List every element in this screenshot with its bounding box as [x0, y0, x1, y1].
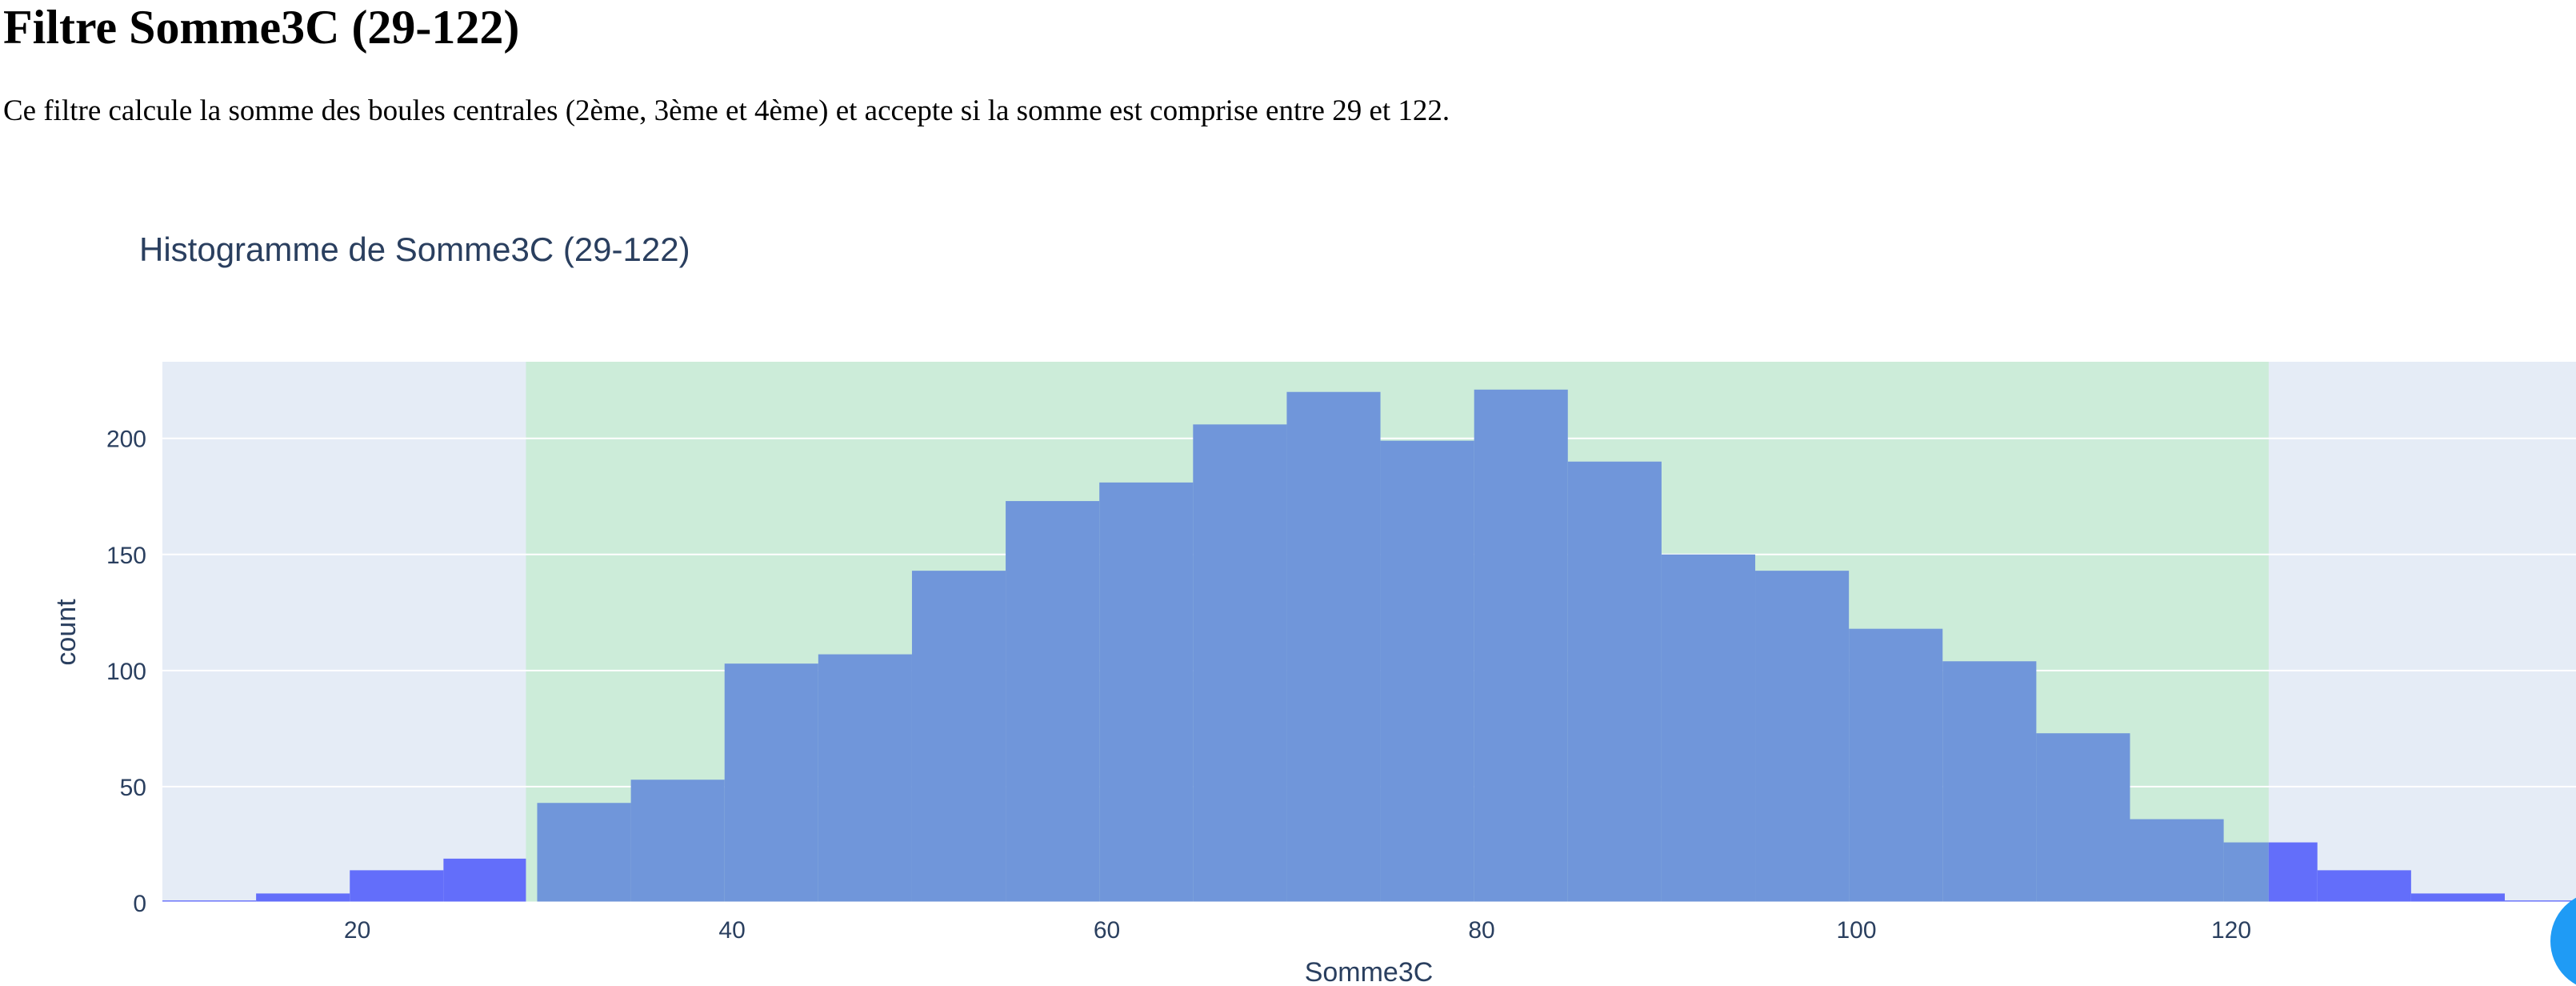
- y-tick-label: 150: [106, 543, 146, 569]
- histogram-bar-accepted[interactable]: [537, 803, 631, 903]
- histogram-bar-accepted[interactable]: [1474, 389, 1568, 904]
- x-tick-label: 20: [344, 917, 370, 944]
- x-tick-label: 120: [2211, 917, 2251, 944]
- histogram-bar-rejected[interactable]: [443, 858, 526, 903]
- histogram-bar-accepted[interactable]: [1849, 628, 1943, 903]
- modebar-button[interactable]: [2550, 892, 2576, 986]
- histogram-bar-accepted[interactable]: [1942, 661, 2037, 903]
- histogram-bar-accepted[interactable]: [911, 571, 1006, 903]
- histogram-bar-accepted[interactable]: [2130, 819, 2224, 903]
- x-tick-label: 60: [1094, 917, 1120, 944]
- chart-title: Histogramme de Somme3C (29-122): [139, 230, 690, 268]
- histogram-bar-accepted[interactable]: [1193, 424, 1287, 903]
- histogram-bar-rejected[interactable]: [350, 870, 444, 903]
- x-tick-label: 100: [1836, 917, 1876, 944]
- page-title: Filtre Somme3C (29-122): [3, 1, 520, 54]
- histogram-bar-accepted[interactable]: [1661, 554, 1756, 903]
- histogram-bar-accepted[interactable]: [630, 780, 725, 903]
- histogram-bar-accepted[interactable]: [1380, 440, 1474, 903]
- histogram-bar-accepted[interactable]: [2223, 842, 2269, 903]
- histogram-bar-rejected[interactable]: [2268, 842, 2318, 903]
- histogram-bar-accepted[interactable]: [2036, 733, 2130, 903]
- x-tick-label: 80: [1468, 917, 1494, 944]
- histogram-bar-accepted[interactable]: [1006, 501, 1100, 903]
- y-tick-label: 100: [106, 659, 146, 685]
- histogram-bar-accepted[interactable]: [818, 654, 912, 903]
- histogram-bar-accepted[interactable]: [724, 663, 818, 903]
- y-tick-label: 50: [120, 775, 146, 801]
- y-axis-label: count: [51, 599, 82, 666]
- histogram-bar-accepted[interactable]: [1099, 482, 1194, 903]
- histogram-bar-accepted[interactable]: [1755, 571, 1850, 903]
- x-axis-label: Somme3C: [1305, 957, 1434, 986]
- y-tick-label: 0: [133, 891, 146, 917]
- histogram-bar-accepted[interactable]: [1286, 391, 1381, 903]
- filter-description: Ce filtre calcule la somme des boules ce…: [3, 94, 1450, 127]
- histogram-bar-rejected[interactable]: [2410, 893, 2505, 903]
- y-tick-label: 200: [106, 427, 146, 453]
- histogram-bar-accepted[interactable]: [1567, 461, 1662, 903]
- histogram-bar-rejected[interactable]: [2317, 870, 2411, 903]
- histogram-bar-rejected[interactable]: [256, 893, 350, 903]
- x-tick-label: 40: [718, 917, 745, 944]
